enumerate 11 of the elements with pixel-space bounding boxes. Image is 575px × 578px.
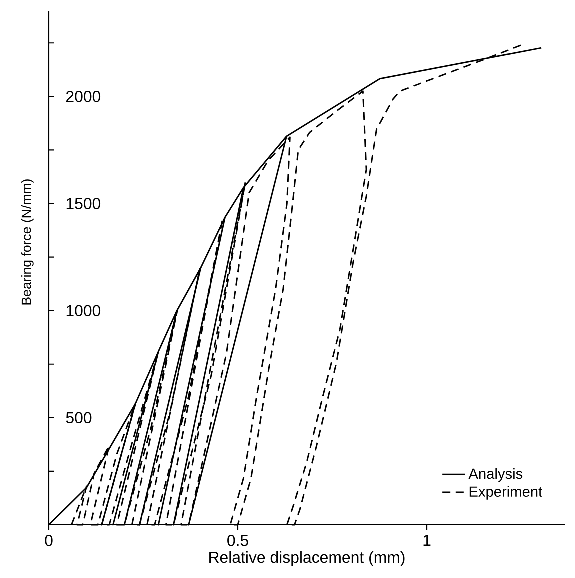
y-tick-label: 1500 <box>66 198 101 210</box>
y-axis-title: Bearing force (N/mm) <box>21 180 34 305</box>
legend-label: Analysis <box>468 468 523 482</box>
y-tick-label: 500 <box>66 412 92 424</box>
legend-label: Experiment <box>470 486 542 500</box>
y-tick-label: 1000 <box>66 305 101 316</box>
x-tick-label: 1 <box>424 535 431 546</box>
x-tick-label: 0.5 <box>228 535 248 546</box>
y-tick-label: 2000 <box>66 91 101 102</box>
x-axis-title: Relative displacement (mm) <box>210 551 405 566</box>
x-tick-label: 0 <box>45 535 53 546</box>
